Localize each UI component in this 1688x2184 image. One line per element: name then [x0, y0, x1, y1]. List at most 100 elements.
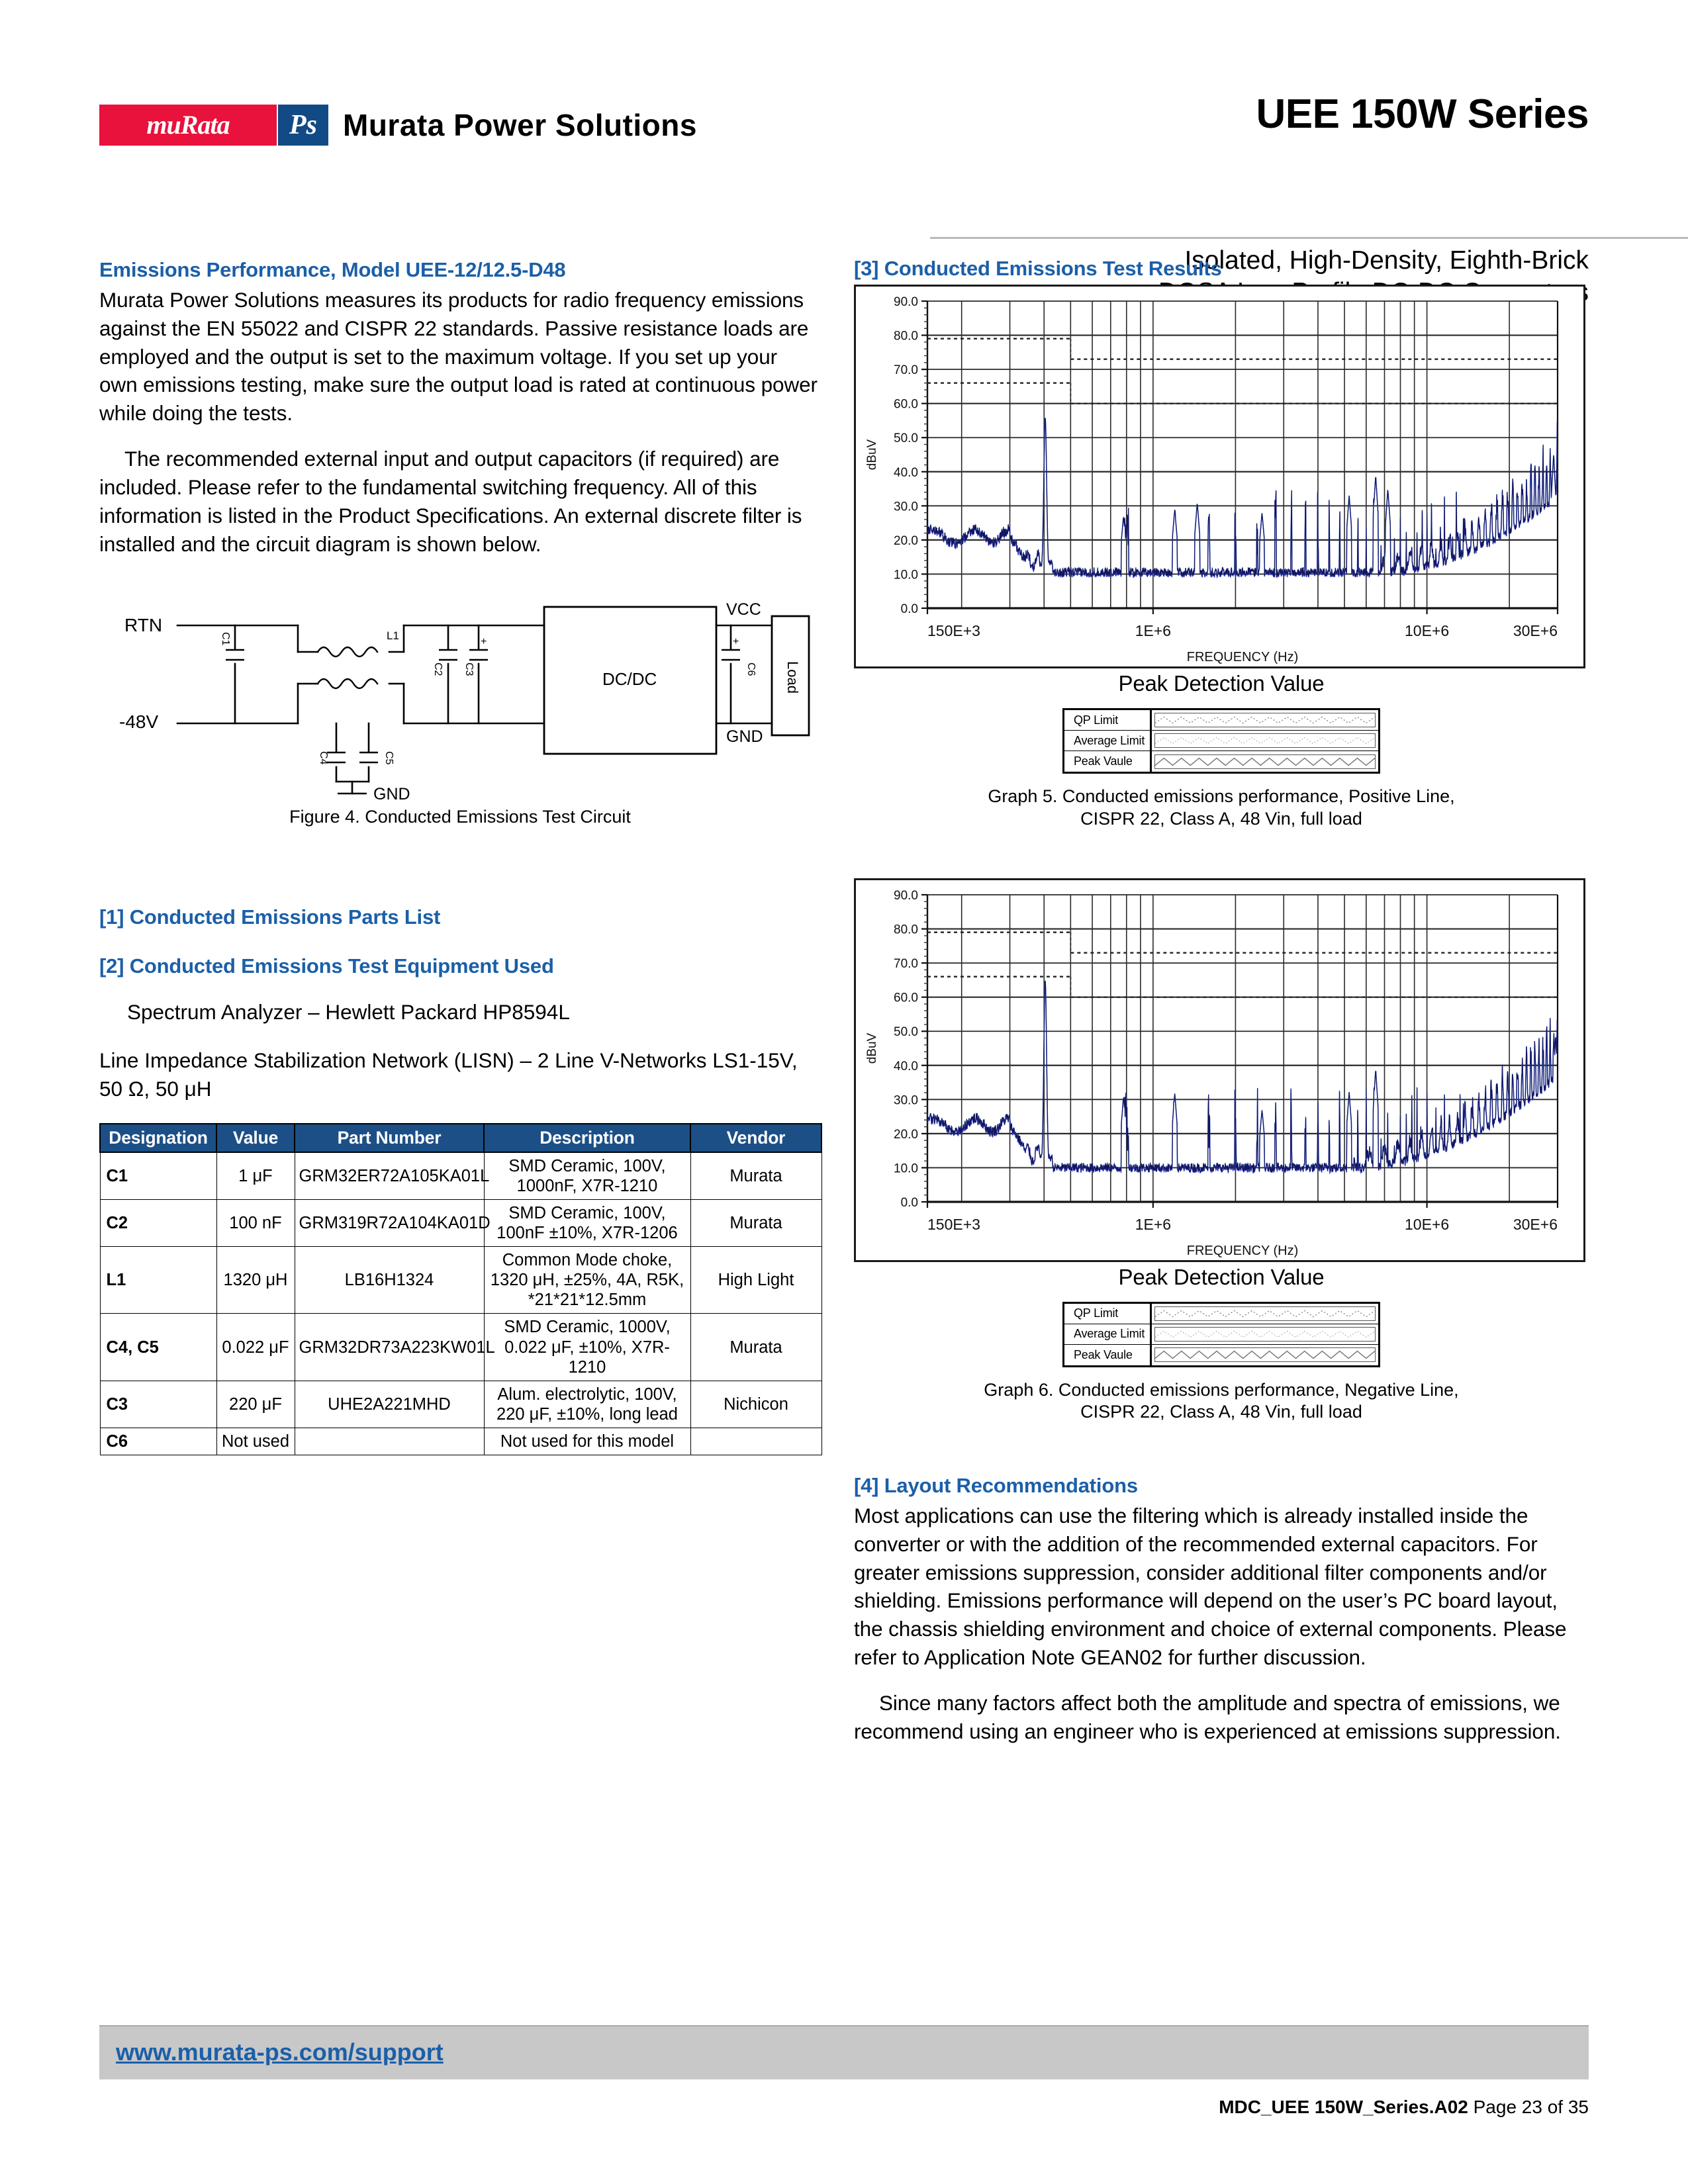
heading-conducted-emissions-parts-list: [1] Conducted Emissions Parts List [99, 905, 441, 929]
document-id: MDC_UEE 150W_Series.A02 [1219, 2097, 1468, 2117]
cell-designation: C4, C5 [99, 1313, 217, 1381]
circuit-label-gnd-output: GND [726, 727, 763, 747]
graph-5-legend: QP Limit Average Limit Peak Vaule [1062, 708, 1380, 774]
svg-text:20.0: 20.0 [894, 1127, 918, 1141]
legend-swatch-qp-limit [1152, 710, 1378, 730]
heading-conducted-emissions-test-equipment: [2] Conducted Emissions Test Equipment U… [99, 954, 554, 978]
right-column: [3] Conducted Emissions Test Results 0.0… [854, 257, 1589, 1746]
cell-vendor: High Light [690, 1246, 822, 1314]
svg-text:150E+3: 150E+3 [927, 1216, 980, 1233]
footer-metadata: MDC_UEE 150W_Series.A02 Page 23 of 35 [99, 2097, 1589, 2118]
column-header-part-number: Part Number [294, 1122, 485, 1153]
circuit-label-c5: C5 [383, 751, 395, 765]
svg-text:70.0: 70.0 [894, 957, 918, 971]
legend-label-average-limit: Average Limit [1064, 1324, 1152, 1344]
svg-text:30.0: 30.0 [894, 500, 918, 514]
cell-part-number: UHE2A221MHD [294, 1380, 485, 1428]
cell-part-number: GRM32DR73A223KW01L [294, 1313, 495, 1381]
svg-text:70.0: 70.0 [894, 363, 918, 377]
equipment-lisn: Line Impedance Stabilization Network (LI… [99, 1048, 798, 1101]
conducted-emissions-parts-table: Designation Value Part Number Descriptio… [99, 1122, 822, 1455]
graph-6-plot-area: 0.0 10.0 20.0 30.0 40.0 50.0 60.0 70.0 80.0 90.0 1… [854, 878, 1585, 1262]
cell-description: SMD Ceramic, 1000V, 0.022 μF, ±10%, X7R-… [483, 1313, 691, 1381]
cell-value: 220 μF [216, 1380, 295, 1428]
svg-text:60.0: 60.0 [894, 991, 918, 1005]
legend-row-average-limit: Average Limit [1064, 1324, 1378, 1345]
table-header-row: Designation Value Part Number Descriptio… [99, 1122, 822, 1153]
conducted-emissions-test-circuit-diagram: RTN -48V C1 L1 C2 C3 + C4 C5 C6 + DC/DC … [99, 591, 821, 804]
cell-vendor [690, 1427, 822, 1455]
legend-label-average-limit: Average Limit [1064, 731, 1152, 751]
circuit-label-c3-polarity: + [481, 636, 487, 648]
svg-text:0.0: 0.0 [901, 1196, 918, 1210]
left-column: Emissions Performance, Model UEE-12/12.5… [99, 258, 822, 1455]
circuit-label-c4: C4 [318, 751, 329, 765]
cell-value: Not used [216, 1427, 295, 1455]
paragraph-engineer-recommendation: Since many factors affect both the ampli… [854, 1690, 1561, 1743]
svg-text:40.0: 40.0 [894, 466, 918, 480]
cell-description: Not used for this model [483, 1427, 691, 1455]
cell-value: 0.022 μF [216, 1313, 295, 1381]
cell-designation: C3 [99, 1380, 217, 1428]
svg-text:FREQUENCY (Hz): FREQUENCY (Hz) [1187, 1244, 1299, 1258]
svg-text:FREQUENCY (Hz): FREQUENCY (Hz) [1187, 650, 1299, 664]
heading-conducted-emissions-test-results: [3] Conducted Emissions Test Results [854, 257, 1222, 280]
support-link[interactable]: www.murata-ps.com/support [116, 2038, 444, 2066]
svg-text:10.0: 10.0 [894, 568, 918, 582]
cell-vendor: Murata [690, 1152, 822, 1201]
cell-designation: C2 [99, 1199, 217, 1248]
svg-text:40.0: 40.0 [894, 1059, 918, 1073]
graph-5-plot-area: 0.0 10.0 20.0 30.0 40.0 50.0 60.0 70.0 80.0 90.0 1… [854, 285, 1585, 668]
paragraph-layout-recommendations: Most applications can use the filtering … [854, 1504, 1567, 1670]
svg-text:50.0: 50.0 [894, 1025, 918, 1039]
svg-text:10E+6: 10E+6 [1405, 1216, 1449, 1233]
svg-text:dBuV: dBuV [865, 439, 879, 470]
legend-label-peak-value: Peak Vaule [1064, 1344, 1152, 1365]
legend-swatch-peak-value [1152, 1345, 1378, 1365]
circuit-label-c3: C3 [463, 662, 475, 676]
cell-value: 100 nF [216, 1199, 295, 1248]
cell-description: SMD Ceramic, 100V, 100nF ±10%, X7R-1206 [483, 1199, 691, 1248]
page-number: Page 23 of 35 [1473, 2097, 1589, 2117]
legend-label-peak-value: Peak Vaule [1064, 751, 1152, 772]
legend-row-peak-value: Peak Vaule [1064, 1344, 1378, 1365]
svg-text:dBuV: dBuV [865, 1032, 879, 1064]
column-header-vendor: Vendor [690, 1122, 822, 1153]
murata-logo-mark: muRata [99, 105, 277, 146]
cell-part-number [294, 1427, 485, 1455]
circuit-label-c2: C2 [432, 662, 444, 676]
cell-designation: L1 [99, 1246, 217, 1314]
graph-5-title: Peak Detection Value [1118, 671, 1325, 696]
circuit-label-rtn: RTN [124, 615, 163, 636]
cell-designation: C1 [99, 1152, 217, 1201]
legend-row-average-limit: Average Limit [1064, 731, 1378, 751]
heading-emissions-performance: Emissions Performance, Model UEE-12/12.5… [99, 258, 566, 281]
circuit-label-gnd-earth: GND [373, 785, 410, 804]
circuit-label-l1: L1 [387, 629, 399, 643]
legend-swatch-average-limit [1152, 1324, 1378, 1344]
svg-text:80.0: 80.0 [894, 330, 918, 343]
graph-5-caption-line-1: Graph 5. Conducted emissions performance… [988, 786, 1455, 806]
footer-bar: www.murata-ps.com/support [99, 2025, 1589, 2079]
svg-text:60.0: 60.0 [894, 398, 918, 412]
cell-part-number: GRM319R72A104KA01D [294, 1199, 491, 1248]
legend-swatch-qp-limit [1152, 1304, 1378, 1324]
ps-logo-text: Ps [289, 110, 317, 140]
product-series-title: UEE 150W Series [1256, 91, 1589, 137]
company-name: Murata Power Solutions [343, 108, 697, 142]
equipment-spectrum-analyzer: Spectrum Analyzer – Hewlett Packard HP85… [127, 1000, 570, 1024]
legend-row-peak-value: Peak Vaule [1064, 751, 1378, 772]
circuit-label-load: Load [784, 661, 801, 694]
svg-text:20.0: 20.0 [894, 534, 918, 548]
paragraph-external-capacitors: The recommended external input and outpu… [99, 447, 802, 556]
table-row: C3 220 μF UHE2A221MHD Alum. electrolytic… [99, 1380, 822, 1428]
graph-6-caption-line-1: Graph 6. Conducted emissions performance… [984, 1379, 1459, 1400]
cell-description: Common Mode choke, 1320 μH, ±25%, 4A, R5… [483, 1246, 691, 1314]
svg-text:1E+6: 1E+6 [1135, 1216, 1171, 1233]
cell-description: Alum. electrolytic, 100V, 220 μF, ±10%, … [483, 1380, 691, 1428]
svg-text:10.0: 10.0 [894, 1161, 918, 1175]
table-row: C2 100 nF GRM319R72A104KA01D SMD Ceramic… [99, 1199, 822, 1248]
cell-part-number: GRM32ER72A105KA01L [294, 1152, 489, 1201]
circuit-label-c6: C6 [745, 662, 757, 676]
svg-text:50.0: 50.0 [894, 432, 918, 445]
